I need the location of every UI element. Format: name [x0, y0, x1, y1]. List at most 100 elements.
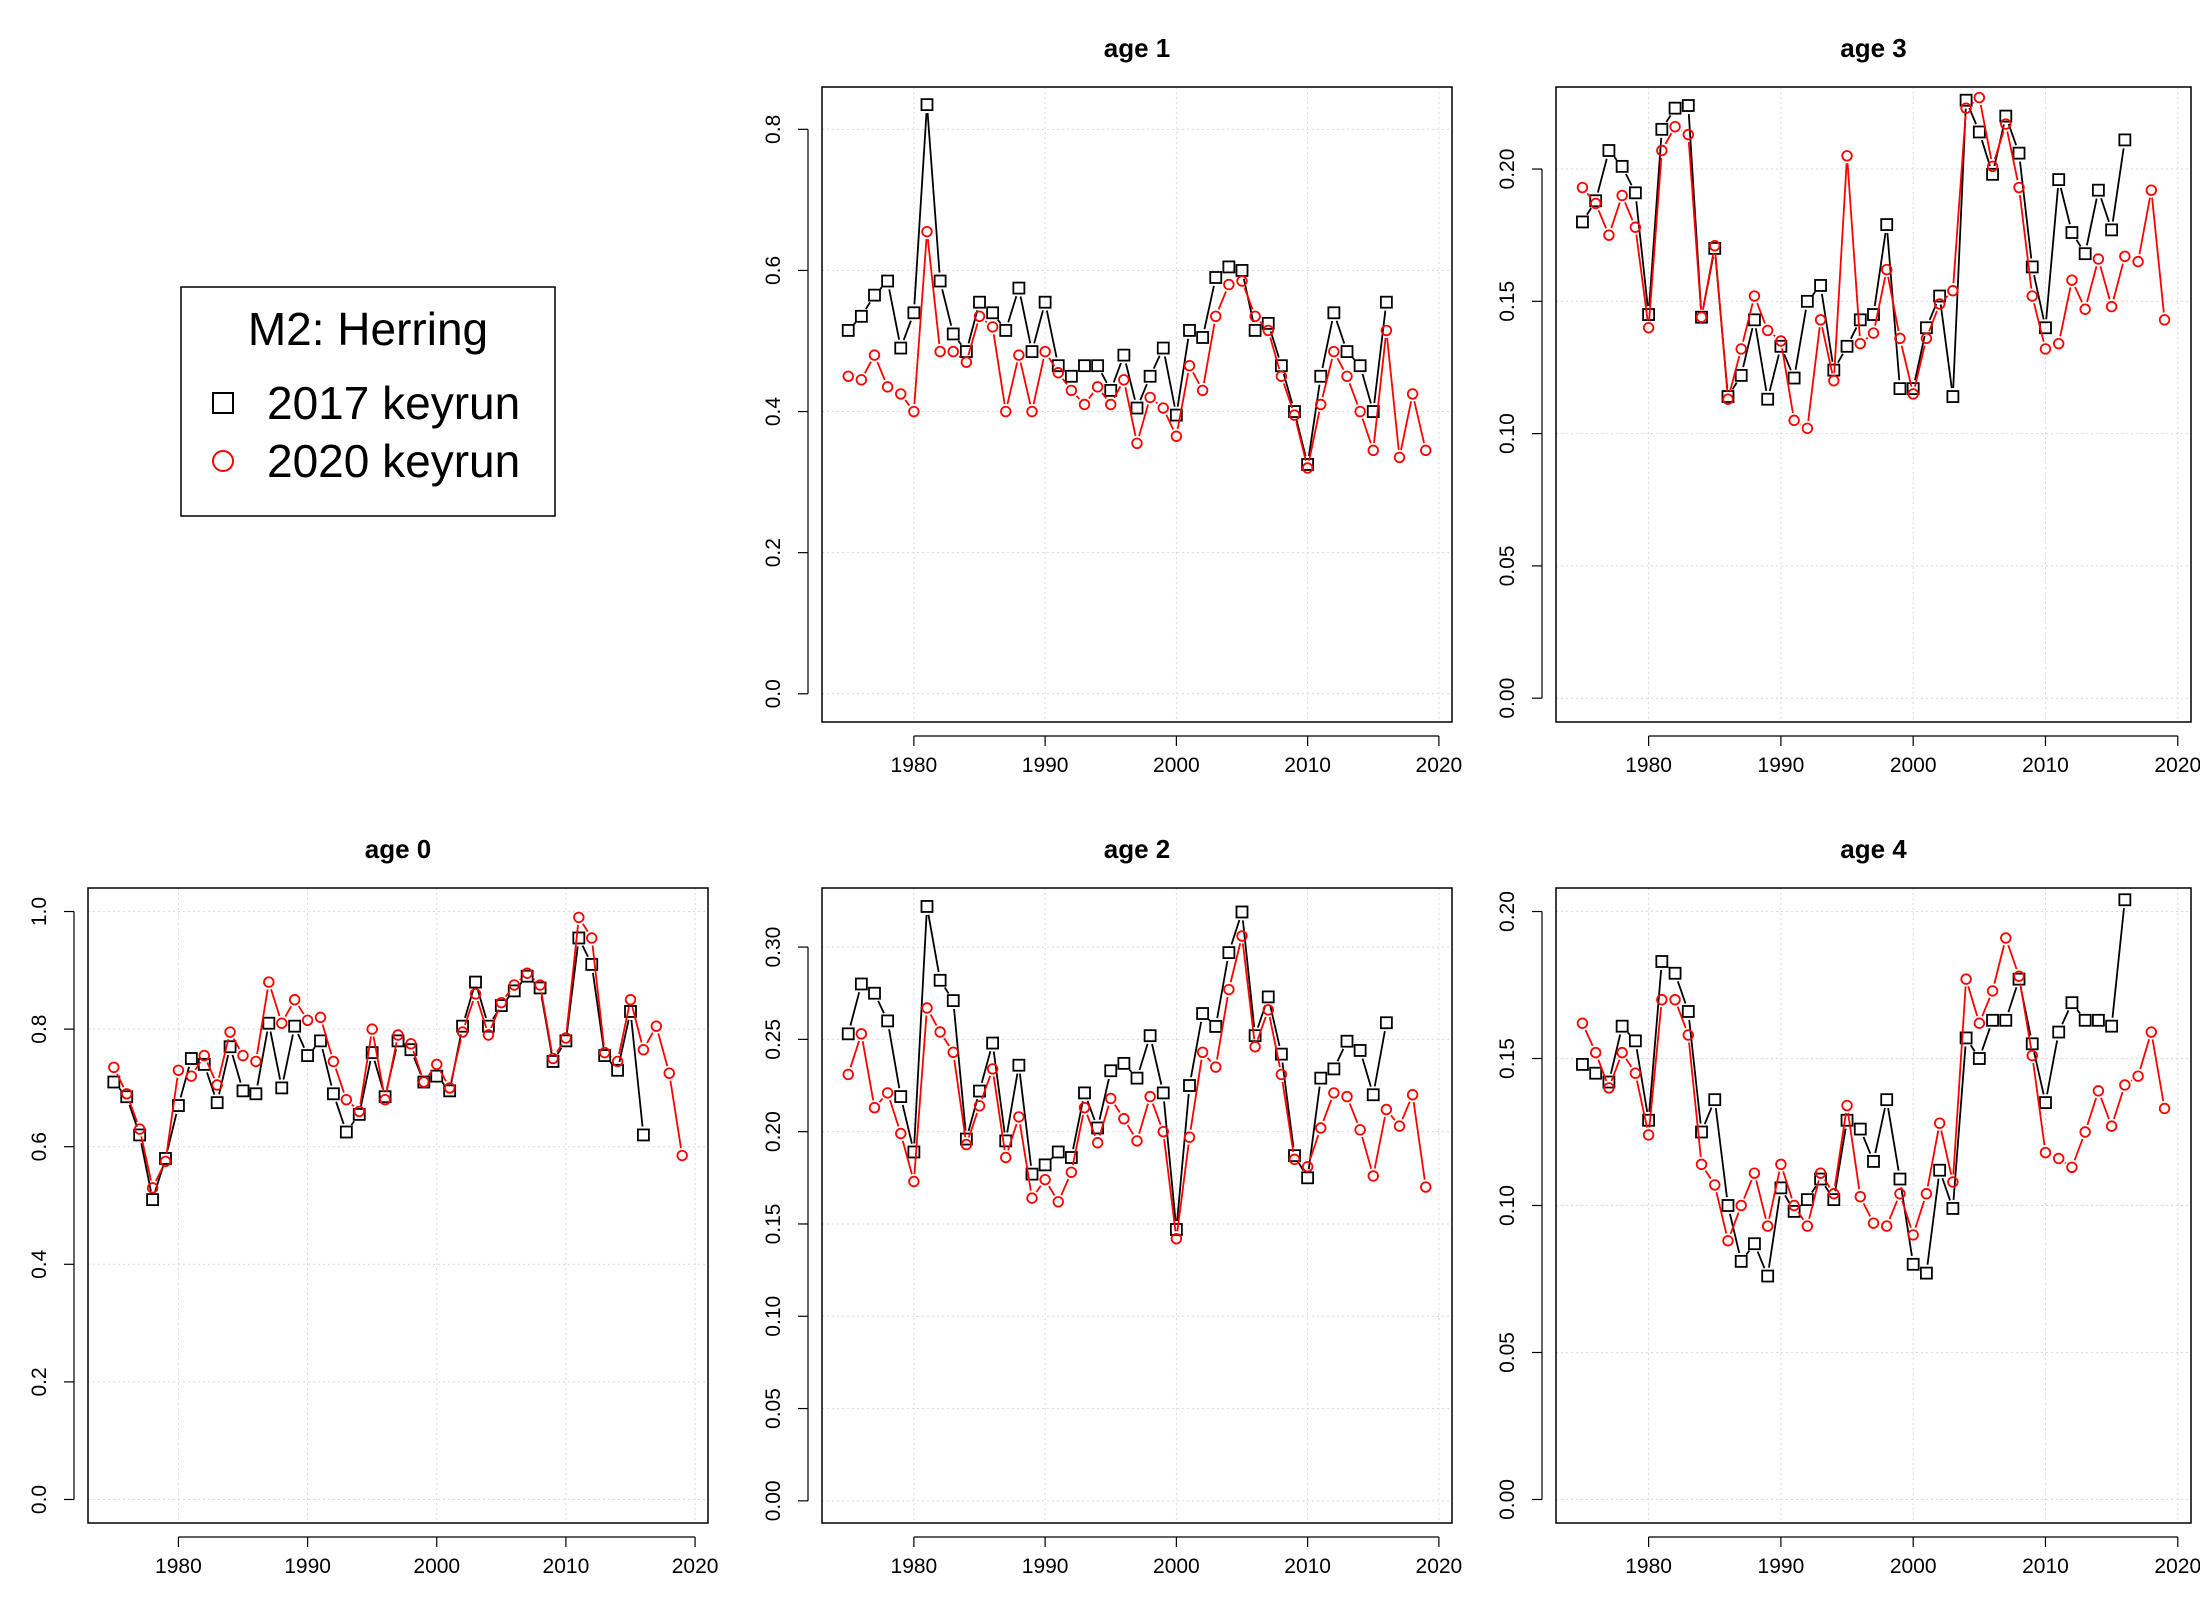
data-point-circle	[1420, 1181, 1432, 1193]
data-point-circle	[1406, 388, 1419, 400]
series-line-segment	[477, 989, 487, 1019]
series-line-segment	[412, 1050, 423, 1076]
data-point-square	[1906, 1257, 1920, 1271]
data-point-circle	[934, 345, 946, 358]
data-point-circle	[908, 1175, 920, 1188]
series-line-segment	[372, 1036, 385, 1093]
data-point-square	[1734, 368, 1748, 382]
data-point-square	[133, 1128, 147, 1142]
series-line-segment	[1610, 202, 1621, 229]
series-line-segment	[1797, 1211, 1805, 1221]
data-point-square	[1853, 1122, 1867, 1136]
data-point-circle	[611, 1055, 624, 1068]
data-point-circle	[1801, 1220, 1814, 1232]
y-tick-label: 0.10	[1496, 1185, 1519, 1226]
y-tick-label: 0.00	[762, 1480, 785, 1521]
data-point-square	[1091, 359, 1105, 373]
series-line-segment	[1190, 1021, 1202, 1078]
data-point-circle	[1341, 370, 1353, 382]
series-line-segment	[1901, 1200, 1912, 1229]
series-line-segment	[1928, 310, 1938, 332]
data-point-circle	[1078, 398, 1091, 411]
y-tick-label: 0.4	[762, 397, 785, 427]
series-line-segment	[1756, 1251, 1766, 1269]
series-line-segment	[1048, 1185, 1056, 1196]
data-point-circle	[340, 1093, 353, 1106]
series-line-segment	[2045, 187, 2059, 320]
data-point-circle	[534, 979, 546, 991]
data-point-circle	[1091, 1137, 1104, 1149]
series-line-segment	[441, 1081, 445, 1086]
y-tick-label: 0.05	[762, 1388, 785, 1429]
data-point-square	[507, 984, 521, 998]
series-line-segment	[1731, 382, 1738, 390]
data-point-circle	[1867, 1217, 1880, 1229]
series-line-segment	[1676, 980, 1687, 1004]
data-point-circle	[2053, 337, 2065, 350]
data-point-circle	[1065, 1166, 1078, 1178]
series-line-segment	[2075, 239, 2082, 247]
series-2020-keyrun	[1576, 91, 2171, 435]
data-point-circle	[392, 1029, 404, 1041]
series-line-segment	[1322, 1099, 1333, 1122]
data-point-square	[1248, 324, 1262, 337]
data-point-circle	[1920, 1188, 1933, 1200]
series-line-segment	[1586, 207, 1592, 216]
data-point-circle	[842, 1068, 854, 1081]
series-line-segment	[1216, 996, 1229, 1060]
data-point-square	[1104, 1064, 1118, 1078]
series-line-segment	[1163, 1101, 1177, 1222]
series-line-segment	[1648, 137, 1663, 307]
data-point-circle	[1210, 310, 1222, 323]
series-line-segment	[1151, 1103, 1162, 1125]
series-line-segment	[1940, 1130, 1953, 1175]
data-point-square	[1655, 955, 1669, 968]
series-line-segment	[1688, 1019, 1702, 1124]
data-point-circle	[586, 932, 598, 944]
data-point-square	[624, 1005, 637, 1018]
series-line-segment	[2074, 286, 2083, 303]
y-tick-label: 0.4	[28, 1249, 51, 1279]
series-line-segment	[1981, 1028, 1991, 1051]
data-point-square	[1222, 260, 1236, 274]
series-line-segment	[967, 323, 979, 356]
series-line-segment	[1176, 1093, 1190, 1222]
series-line-segment	[591, 945, 605, 1046]
data-point-circle	[1065, 384, 1078, 397]
series-line-segment	[1834, 1128, 1847, 1192]
data-point-square	[1946, 390, 1960, 403]
x-tick-label: 1980	[155, 1555, 202, 1578]
data-point-square	[933, 973, 947, 987]
series-line-segment	[269, 1031, 281, 1080]
series-line-segment	[865, 301, 871, 310]
data-point-square	[1986, 1013, 1999, 1027]
series-line-segment	[1833, 163, 1848, 374]
data-point-circle	[1669, 120, 1681, 133]
data-point-square	[1893, 382, 1907, 396]
data-point-square	[1721, 1199, 1735, 1212]
data-point-circle	[1249, 310, 1261, 323]
data-point-square	[881, 274, 895, 288]
data-point-square	[1681, 99, 1695, 112]
series-line-segment	[1035, 1185, 1042, 1193]
data-point-square	[1130, 401, 1144, 415]
series-line-segment	[1743, 1179, 1753, 1199]
data-point-square	[249, 1087, 263, 1101]
series-line-segment	[1944, 295, 1949, 300]
data-point-square	[973, 295, 986, 309]
data-point-square	[1972, 125, 1986, 139]
data-point-square	[301, 1049, 314, 1062]
y-tick-label: 0.25	[762, 1019, 785, 1060]
series-line-segment	[2059, 287, 2072, 337]
series-line-segment	[1006, 362, 1019, 405]
series-line-segment	[879, 286, 883, 290]
data-point-circle	[1380, 1103, 1393, 1116]
series-line-segment	[1676, 1006, 1687, 1029]
x-tick-label: 2010	[543, 1555, 590, 1578]
series-line-segment	[1807, 327, 1821, 421]
data-point-square	[365, 1046, 379, 1060]
data-point-square	[1668, 101, 1682, 115]
data-point-square	[1695, 1125, 1708, 1139]
series-line-segment	[861, 1041, 875, 1101]
data-point-circle	[2119, 1079, 2131, 1091]
